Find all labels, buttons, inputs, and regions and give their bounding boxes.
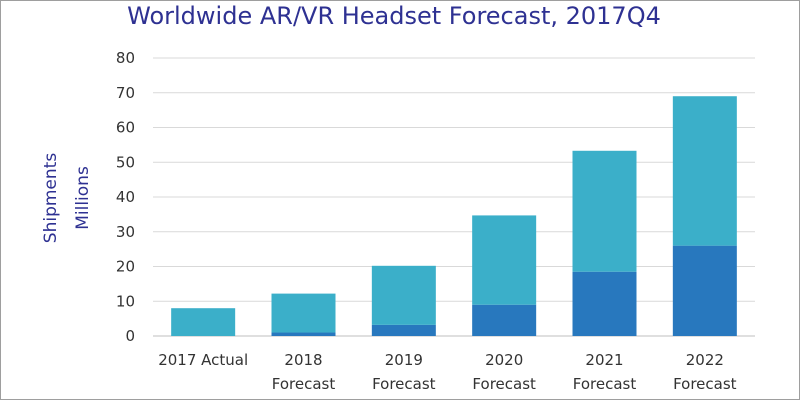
bar-top-1	[171, 308, 236, 336]
bar-top-3	[371, 265, 436, 325]
y-tick-label-0: 0	[125, 327, 135, 345]
bar-top-5	[572, 150, 637, 272]
y-tick-label-80: 80	[116, 49, 135, 67]
x-tick-label-5-line-1: 2021	[585, 351, 623, 369]
y-tick-label-10: 10	[116, 292, 135, 310]
x-tick-label-4-line-2: Forecast	[472, 375, 536, 393]
x-tick-label-5-line-2: Forecast	[573, 375, 637, 393]
x-tick-label-6-line-2: Forecast	[673, 375, 737, 393]
y-tick-label-30: 30	[116, 223, 135, 241]
x-tick-label-3-line-1: 2019	[385, 351, 423, 369]
x-tick-label-1-line-1: 2017 Actual	[158, 351, 248, 369]
bar-bottom-6	[672, 245, 737, 336]
gridlines	[153, 57, 755, 337]
bar-bottom-5	[572, 271, 637, 336]
x-tick-label-2-line-2: Forecast	[272, 375, 336, 393]
bar-top-4	[472, 215, 537, 305]
y-tick-label-60: 60	[116, 119, 135, 137]
bar-bottom-3	[371, 324, 436, 336]
x-tick-label-4-line-1: 2020	[485, 351, 523, 369]
y-axis-label: Shipments Millions	[41, 153, 93, 244]
bar-bottom-2	[271, 332, 336, 336]
y-tick-label-20: 20	[116, 258, 135, 276]
bars	[171, 96, 737, 336]
x-tick-label-6-line-1: 2022	[686, 351, 724, 369]
bar-top-2	[271, 293, 336, 333]
y-tick-label-40: 40	[116, 188, 135, 206]
x-tick-label-2-line-1: 2018	[284, 351, 322, 369]
y-axis-label-line-2: Millions	[73, 166, 93, 230]
bar-bottom-4	[472, 304, 537, 336]
bar-top-6	[672, 96, 737, 246]
x-tick-labels: 2017 Actual 2018 Forecast 2019 Forecast 2020 F…	[158, 351, 736, 393]
y-axis-label-line-1: Shipments	[41, 153, 61, 244]
y-tick-labels: 0 10 20 30 40 50 60 70 80	[116, 49, 135, 345]
y-tick-label-70: 70	[116, 84, 135, 102]
chart-title: Worldwide AR/VR Headset Forecast, 2017Q4	[127, 2, 661, 30]
y-tick-label-50: 50	[116, 153, 135, 171]
x-tick-label-3-line-2: Forecast	[372, 375, 436, 393]
